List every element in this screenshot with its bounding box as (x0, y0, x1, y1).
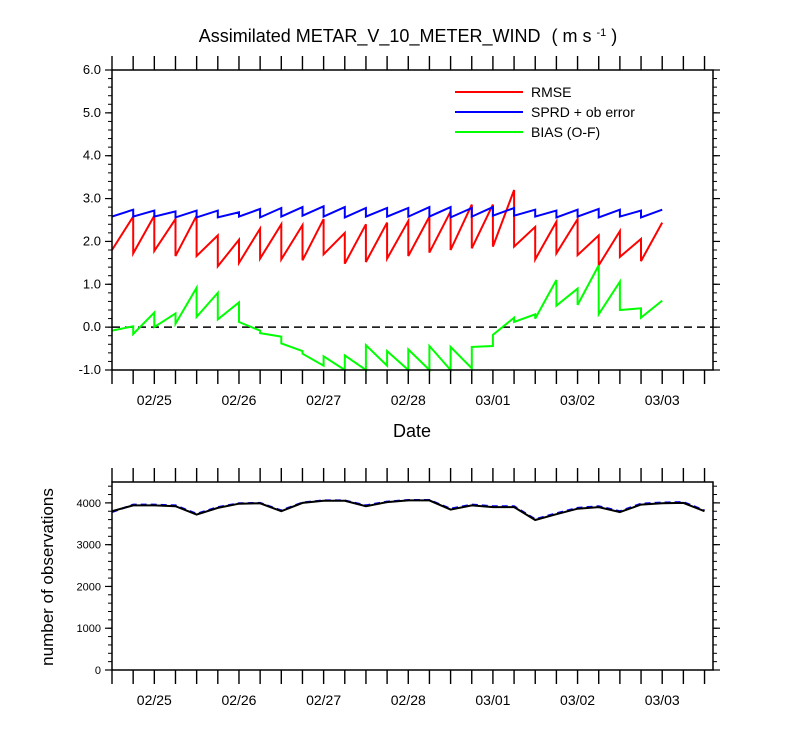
y-tick-label: -1.0 (79, 362, 101, 377)
series-line-rmse (111, 189, 664, 270)
x-tick-label: 02/28 (391, 692, 426, 708)
top-series-group (111, 189, 664, 373)
x-tick-label: 03/02 (560, 692, 595, 708)
top-plot-frame (111, 69, 714, 371)
chart-title-text: Assimilated METAR_V_10_METER_WIND (199, 26, 541, 47)
x-tick-label: 02/25 (137, 392, 172, 408)
y-tick-label: 1.0 (83, 276, 101, 291)
y-tick-label: 1000 (77, 623, 101, 635)
x-axis-label: Date (393, 421, 431, 441)
legend-label: SPRD + ob error (531, 104, 635, 120)
x-tick-label: 03/03 (645, 392, 680, 408)
x-tick-label: 03/02 (560, 392, 595, 408)
x-tick-label: 02/27 (306, 692, 341, 708)
top-ticks-group: -1.0 0.0 1.0 2.0 3.0 4.0 5.0 6.0 02/25 02/26 02/27… (79, 56, 720, 408)
x-tick-label: 03/01 (475, 392, 510, 408)
x-tick-label: 02/27 (306, 392, 341, 408)
y-tick-label: 4000 (77, 498, 101, 510)
legend: RMSE SPRD + ob error BIAS (O-F) (455, 84, 635, 140)
y-tick-label: 0.0 (83, 319, 101, 334)
legend-label: RMSE (531, 84, 571, 100)
bottom-plot-frame (111, 481, 714, 671)
bottom-ticks-group: 0 1000 2000 3000 4000 02/25 02/26 02/27 02/28 03/… (77, 468, 720, 708)
y-axis-label: number of observations (38, 488, 57, 666)
y-tick-label: 2000 (77, 581, 101, 593)
chart-title-units-close: ) (611, 26, 617, 46)
x-tick-label: 02/26 (221, 692, 256, 708)
y-tick-label: 3.0 (83, 191, 101, 206)
x-tick-label: 02/28 (391, 392, 426, 408)
y-tick-label: 5.0 (83, 105, 101, 120)
top-plot: -1.0 0.0 1.0 2.0 3.0 4.0 5.0 6.0 02/25 02/26 02/27… (79, 56, 720, 408)
y-tick-label: 4.0 (83, 148, 101, 163)
series-line-sprd-ob-error (111, 204, 663, 219)
y-tick-label: 0 (95, 665, 101, 677)
legend-label: BIAS (O-F) (531, 124, 600, 140)
chart-title-units-sup: -1 (597, 27, 607, 39)
x-tick-label: 02/26 (221, 392, 256, 408)
series-line-dashed-0 (111, 499, 705, 521)
chart-title-units: ( m s (551, 26, 591, 46)
x-tick-label: 02/25 (137, 692, 172, 708)
bottom-plot: 0 1000 2000 3000 4000 02/25 02/26 02/27 02/28 03/… (77, 468, 720, 708)
y-tick-label: 3000 (77, 540, 101, 552)
series-line-solid-1 (111, 499, 705, 522)
bottom-series-group (111, 499, 705, 522)
x-tick-label: 03/01 (475, 692, 510, 708)
series-line-bias-o-f (111, 264, 663, 373)
chart-title: Assimilated METAR_V_10_METER_WIND ( m s … (199, 26, 618, 47)
y-tick-label: 6.0 (83, 62, 101, 77)
y-tick-label: 2.0 (83, 233, 101, 248)
x-tick-label: 03/03 (645, 692, 680, 708)
